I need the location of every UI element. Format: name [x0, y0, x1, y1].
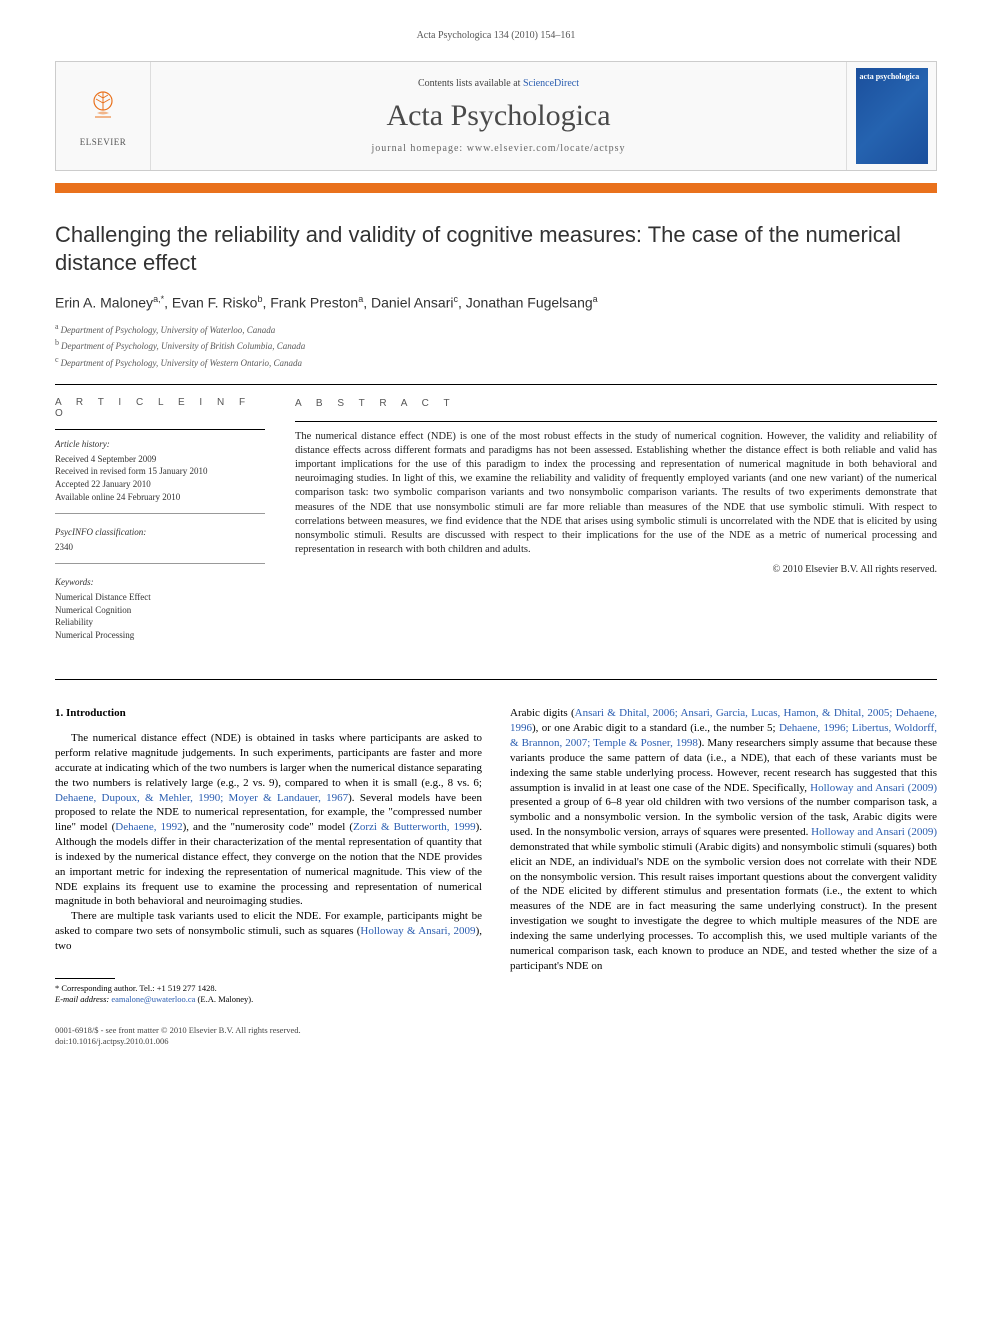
citation-link[interactable]: Dehaene, 1992	[115, 821, 182, 833]
author-sup: c	[453, 294, 458, 304]
page-footer: 0001-6918/$ - see front matter © 2010 El…	[55, 1025, 937, 1047]
text-run: The numerical distance effect (NDE) is o…	[55, 732, 482, 789]
author-list: Erin A. Maloneya,*, Evan F. Riskob, Fran…	[55, 294, 937, 311]
author-name: Daniel Ansari	[371, 295, 454, 311]
corr-email-link[interactable]: eamalone@uwaterloo.ca	[111, 994, 195, 1004]
intro-para-1: The numerical distance effect (NDE) is o…	[55, 731, 482, 909]
contents-available-line: Contents lists available at ScienceDirec…	[418, 78, 579, 89]
article-info-heading: A R T I C L E I N F O	[55, 397, 265, 419]
author-name: Erin A. Maloney	[55, 295, 153, 311]
orange-divider-bar	[55, 183, 937, 193]
email-suffix: (E.A. Maloney).	[198, 994, 254, 1004]
banner-center: Contents lists available at ScienceDirec…	[151, 62, 846, 170]
text-run: ), and the "numerosity code" model (	[183, 821, 354, 833]
running-header: Acta Psychologica 134 (2010) 154–161	[55, 30, 937, 41]
rule-below-abstract	[55, 679, 937, 680]
psycinfo-block: PsycINFO classification: 2340	[55, 526, 265, 564]
text-run: ). Although the models differ in their c…	[55, 821, 482, 907]
author-name: Evan F. Risko	[172, 295, 258, 311]
author-sup: b	[257, 294, 262, 304]
corresponding-author-footnote: * Corresponding author. Tel.: +1 519 277…	[55, 983, 482, 1005]
section-1-heading: 1. Introduction	[55, 706, 482, 721]
keyword-line: Numerical Cognition	[55, 604, 265, 617]
abstract-text: The numerical distance effect (NDE) is o…	[295, 430, 937, 558]
author-name: Frank Preston	[270, 295, 358, 311]
journal-title: Acta Psychologica	[386, 99, 610, 133]
psycinfo-label: PsycINFO classification:	[55, 526, 265, 539]
info-rule	[55, 429, 265, 430]
history-label: Article history:	[55, 438, 265, 451]
sciencedirect-link[interactable]: ScienceDirect	[523, 78, 579, 89]
footnote-rule	[55, 978, 115, 979]
history-line: Accepted 22 January 2010	[55, 478, 265, 491]
corr-email-line: E-mail address: eamalone@uwaterloo.ca (E…	[55, 994, 482, 1005]
citation-link[interactable]: Holloway and Ansari (2009)	[811, 826, 937, 838]
body-two-column: 1. Introduction The numerical distance e…	[55, 706, 937, 1005]
text-run: Arabic digits (	[510, 707, 575, 719]
corr-author-line: * Corresponding author. Tel.: +1 519 277…	[55, 983, 482, 994]
history-line: Available online 24 February 2010	[55, 491, 265, 504]
citation-link[interactable]: Zorzi & Butterworth, 1999	[353, 821, 475, 833]
abstract-copyright: © 2010 Elsevier B.V. All rights reserved…	[295, 563, 937, 577]
keywords-block: Keywords: Numerical Distance EffectNumer…	[55, 576, 265, 651]
author-sup: a,*	[153, 294, 164, 304]
text-run: demonstrated that while symbolic stimuli…	[510, 841, 937, 972]
abstract-rule	[295, 421, 937, 422]
cover-title: acta psychologica	[860, 72, 924, 82]
article-history-block: Article history: Received 4 September 20…	[55, 438, 265, 514]
left-column: 1. Introduction The numerical distance e…	[55, 706, 482, 1005]
footer-line-1: 0001-6918/$ - see front matter © 2010 El…	[55, 1025, 937, 1036]
text-run: ), or one Arabic digit to a standard (i.…	[532, 722, 779, 734]
author-name: Jonathan Fugelsang	[466, 295, 593, 311]
keyword-line: Numerical Distance Effect	[55, 591, 265, 604]
citation-link[interactable]: Dehaene, Dupoux, & Mehler, 1990; Moyer &…	[55, 792, 348, 804]
intro-para-continued: Arabic digits (Ansari & Dhital, 2006; An…	[510, 706, 937, 973]
right-column: Arabic digits (Ansari & Dhital, 2006; An…	[510, 706, 937, 1005]
email-label: E-mail address:	[55, 994, 109, 1004]
intro-para-2: There are multiple task variants used to…	[55, 909, 482, 954]
author-sup: a	[358, 294, 363, 304]
history-line: Received 4 September 2009	[55, 453, 265, 466]
affiliations: aDepartment of Psychology, University of…	[55, 321, 937, 371]
cover-image: acta psychologica	[856, 68, 928, 164]
affiliation-line: aDepartment of Psychology, University of…	[55, 321, 937, 338]
citation-link[interactable]: Holloway & Ansari, 2009	[360, 925, 475, 937]
journal-banner: ELSEVIER Contents lists available at Sci…	[55, 61, 937, 171]
affiliation-line: bDepartment of Psychology, University of…	[55, 337, 937, 354]
journal-homepage: journal homepage: www.elsevier.com/locat…	[372, 143, 626, 154]
publisher-logo-block: ELSEVIER	[56, 62, 151, 170]
elsevier-tree-icon	[81, 85, 125, 135]
article-info-column: A R T I C L E I N F O Article history: R…	[55, 397, 265, 663]
publisher-name: ELSEVIER	[80, 137, 127, 147]
keyword-line: Reliability	[55, 616, 265, 629]
keyword-line: Numerical Processing	[55, 629, 265, 642]
history-line: Received in revised form 15 January 2010	[55, 465, 265, 478]
keywords-label: Keywords:	[55, 576, 265, 589]
journal-cover-thumb: acta psychologica	[846, 62, 936, 170]
psycinfo-value: 2340	[55, 541, 265, 554]
contents-prefix: Contents lists available at	[418, 78, 523, 89]
affiliation-line: cDepartment of Psychology, University of…	[55, 354, 937, 371]
author-sup: a	[593, 294, 598, 304]
footer-line-2: doi:10.1016/j.actpsy.2010.01.006	[55, 1036, 937, 1047]
article-title: Challenging the reliability and validity…	[55, 221, 937, 276]
citation-link[interactable]: Holloway and Ansari (2009)	[810, 782, 937, 794]
info-abstract-row: A R T I C L E I N F O Article history: R…	[55, 385, 937, 679]
abstract-column: A B S T R A C T The numerical distance e…	[295, 397, 937, 663]
abstract-heading: A B S T R A C T	[295, 397, 937, 411]
